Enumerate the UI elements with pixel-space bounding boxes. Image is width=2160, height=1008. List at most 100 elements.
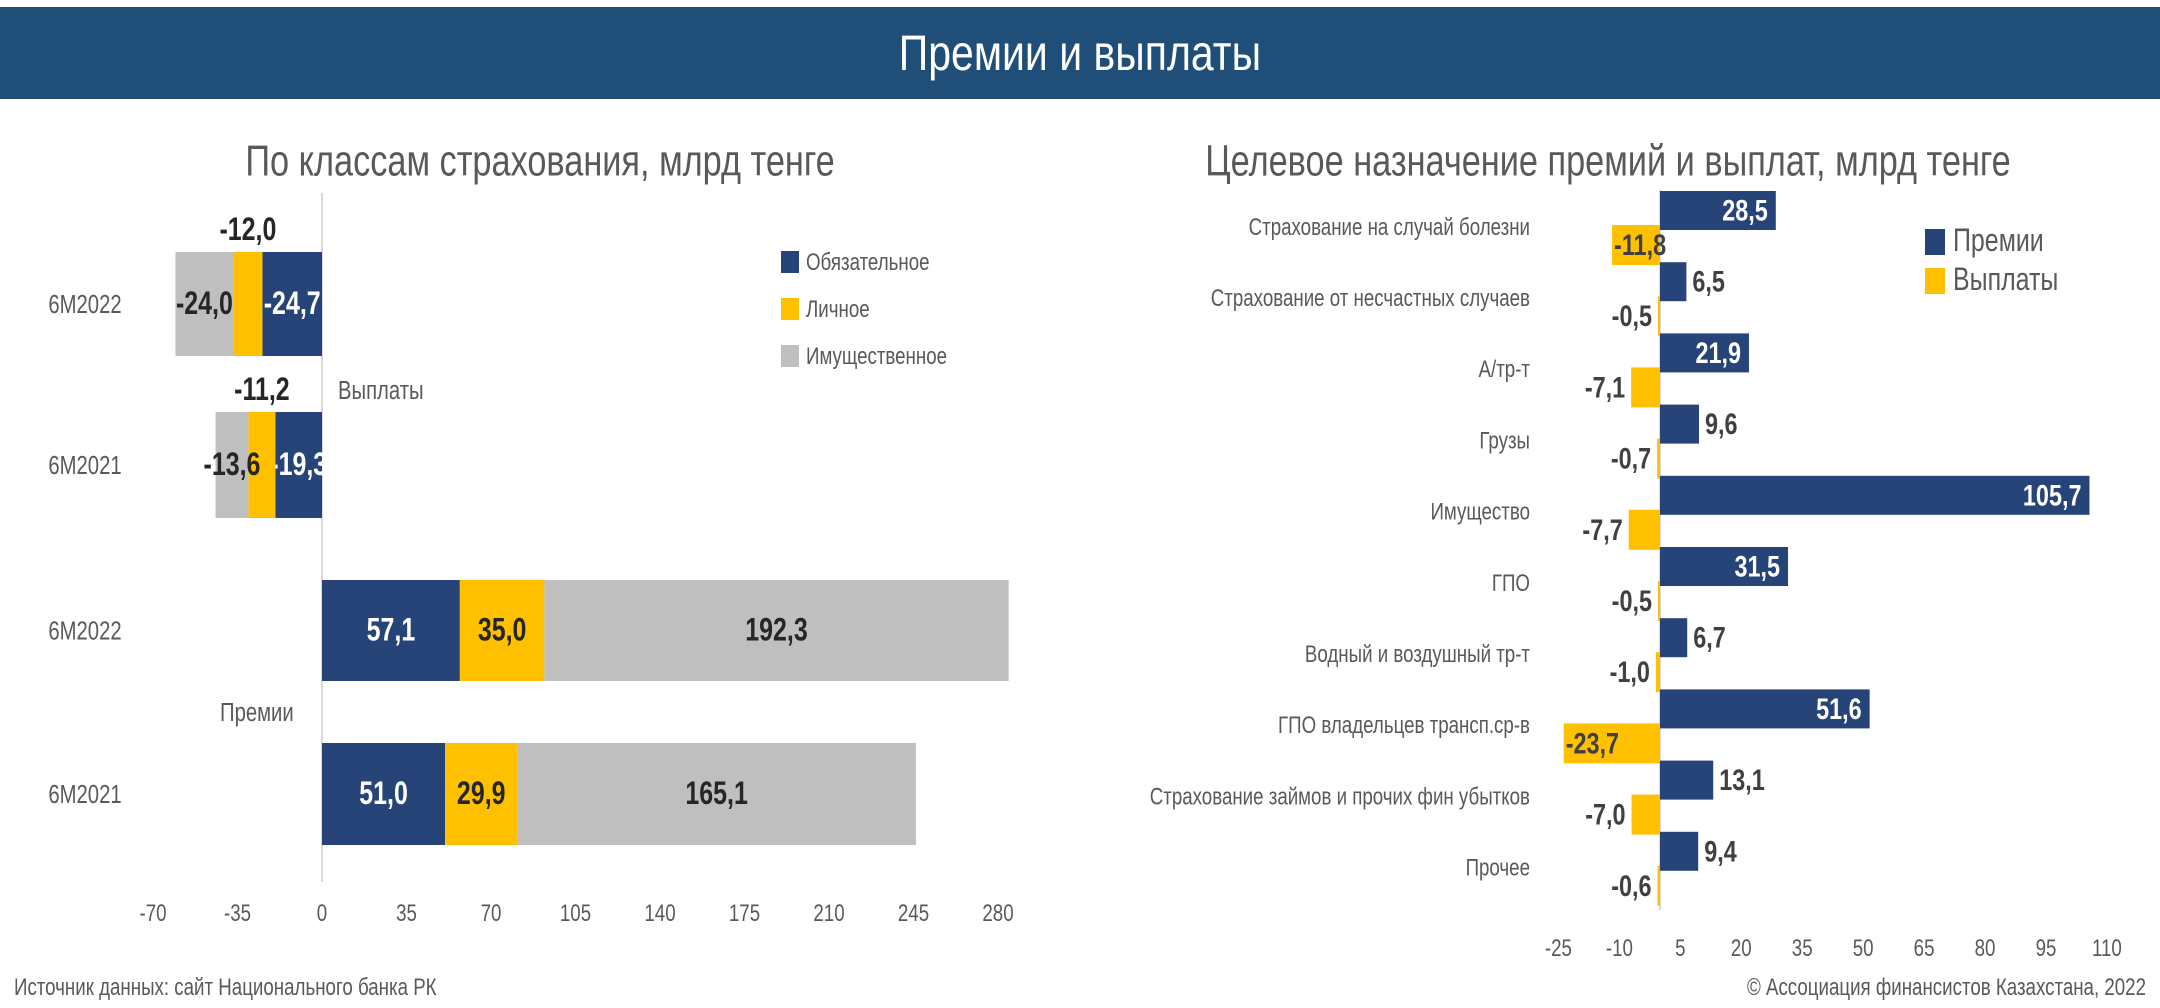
category-label: 6M2021 xyxy=(48,451,121,480)
legend-swatch xyxy=(781,298,799,320)
x-tick-label: 95 xyxy=(2036,935,2057,962)
payout-label: -23,7 xyxy=(1566,727,1619,760)
payout-bar xyxy=(1631,794,1660,835)
premium-bar xyxy=(1660,333,1749,373)
category-label: Имущество xyxy=(1430,498,1530,525)
legend-swatch xyxy=(1925,229,1945,255)
x-tick-label: 0 xyxy=(317,900,327,927)
group-label-payouts: Выплаты xyxy=(338,376,424,405)
category-label: Страхование на случай болезни xyxy=(1249,214,1530,241)
x-tick-label: 280 xyxy=(982,900,1013,927)
premium-label: 9,4 xyxy=(1704,835,1737,868)
bar-segment xyxy=(517,743,916,845)
payout-bar xyxy=(1657,438,1660,479)
premium-bar xyxy=(1660,404,1700,444)
premium-label: 51,6 xyxy=(1816,692,1862,725)
x-tick-label: 245 xyxy=(898,900,929,927)
bar-segment xyxy=(262,252,322,356)
data-label: -24,7 xyxy=(264,286,321,322)
right-chart-title: Целевое назначение премий и выплат, млрд… xyxy=(1205,136,2010,185)
copyright-note: © Ассоциация финансистов Казахстана, 202… xyxy=(1747,974,2146,1001)
left-chart-title: По классам страхования, млрд тенге xyxy=(245,136,834,185)
premium-bar xyxy=(1660,831,1699,871)
data-label: -24,0 xyxy=(176,286,233,322)
category-label: Страхование займов и прочих фин убытков xyxy=(1150,783,1530,810)
payout-label: -7,1 xyxy=(1585,371,1625,404)
payout-label: -0,5 xyxy=(1612,584,1652,617)
premium-label: 6,7 xyxy=(1693,621,1726,654)
x-tick-label: 50 xyxy=(1853,935,1874,962)
bar-segment xyxy=(322,580,460,681)
payout-label: -7,7 xyxy=(1582,513,1622,546)
payout-bar xyxy=(1631,367,1660,408)
category-label: ГПО xyxy=(1492,570,1530,597)
data-label: 165,1 xyxy=(685,776,747,812)
data-label: 35,0 xyxy=(478,613,527,649)
x-tick-label: 175 xyxy=(729,900,760,927)
premium-bar xyxy=(1660,618,1688,658)
premium-label: 9,6 xyxy=(1705,407,1738,440)
premium-label: 31,5 xyxy=(1734,550,1780,583)
bar-segment xyxy=(544,580,1009,681)
payout-bar xyxy=(1655,652,1660,693)
legend-swatch xyxy=(1925,268,1945,294)
legend-label: Выплаты xyxy=(1953,262,2058,298)
premium-label: 6,5 xyxy=(1692,265,1725,298)
payout-label: -0,5 xyxy=(1612,299,1652,332)
payout-bar xyxy=(1657,581,1660,621)
legend-label: Личное xyxy=(806,296,870,323)
x-tick-label: -10 xyxy=(1606,935,1633,962)
data-label: 29,9 xyxy=(457,776,506,812)
x-tick-label: -25 xyxy=(1545,935,1572,962)
payout-bar xyxy=(1657,296,1660,337)
category-label: Прочее xyxy=(1466,854,1530,881)
payout-label: -7,0 xyxy=(1585,798,1625,831)
data-label: -12,0 xyxy=(219,212,276,248)
category-label: А/тр-т xyxy=(1479,356,1531,383)
legend-swatch xyxy=(781,345,799,367)
category-label: 6M2022 xyxy=(48,290,121,319)
category-label: 6M2021 xyxy=(48,780,121,809)
data-label: -13,6 xyxy=(204,447,261,483)
payout-label: -0,6 xyxy=(1611,869,1651,902)
data-label: -19,3 xyxy=(270,447,327,483)
x-tick-label: -35 xyxy=(224,900,251,927)
premium-bar xyxy=(1660,689,1870,729)
source-note: Источник данных: сайт Национального банк… xyxy=(14,974,437,1001)
bar-segment xyxy=(233,252,263,356)
x-tick-label: 35 xyxy=(396,900,417,927)
data-label: 57,1 xyxy=(367,613,416,649)
x-tick-label: 5 xyxy=(1675,935,1685,962)
premium-bar xyxy=(1660,760,1714,800)
group-label-premiums: Премии xyxy=(220,698,294,727)
x-tick-label: 210 xyxy=(813,900,844,927)
x-tick-label: 35 xyxy=(1792,935,1813,962)
bar-segment xyxy=(215,412,249,518)
legend-label: Обязательное xyxy=(806,249,930,276)
page-title: Премии и выплаты xyxy=(898,25,1262,81)
bar-segment xyxy=(248,412,276,518)
category-label: Страхование от несчастных случаев xyxy=(1211,285,1530,312)
data-label: 192,3 xyxy=(745,613,807,649)
payout-label: -0,7 xyxy=(1611,442,1651,475)
bar-segment xyxy=(175,252,234,356)
payout-bar xyxy=(1612,225,1660,265)
premium-label: 21,9 xyxy=(1695,336,1741,369)
payout-label: -11,8 xyxy=(1614,228,1666,261)
category-label: Грузы xyxy=(1479,427,1530,454)
premium-label: 28,5 xyxy=(1722,194,1768,227)
category-label: Водный и воздушный тр-т xyxy=(1305,641,1530,668)
premium-label: 105,7 xyxy=(2023,479,2082,512)
x-tick-label: 65 xyxy=(1914,935,1935,962)
x-tick-label: 80 xyxy=(1975,935,1996,962)
bar-segment xyxy=(459,580,545,681)
premium-bar xyxy=(1660,475,2090,515)
payout-bar xyxy=(1563,723,1660,764)
bar-segment xyxy=(445,743,518,845)
x-tick-label: 105 xyxy=(560,900,591,927)
bar-segment xyxy=(275,412,322,518)
premium-bar xyxy=(1660,191,1776,230)
x-tick-label: -70 xyxy=(139,900,166,927)
data-label: -11,2 xyxy=(234,372,290,408)
